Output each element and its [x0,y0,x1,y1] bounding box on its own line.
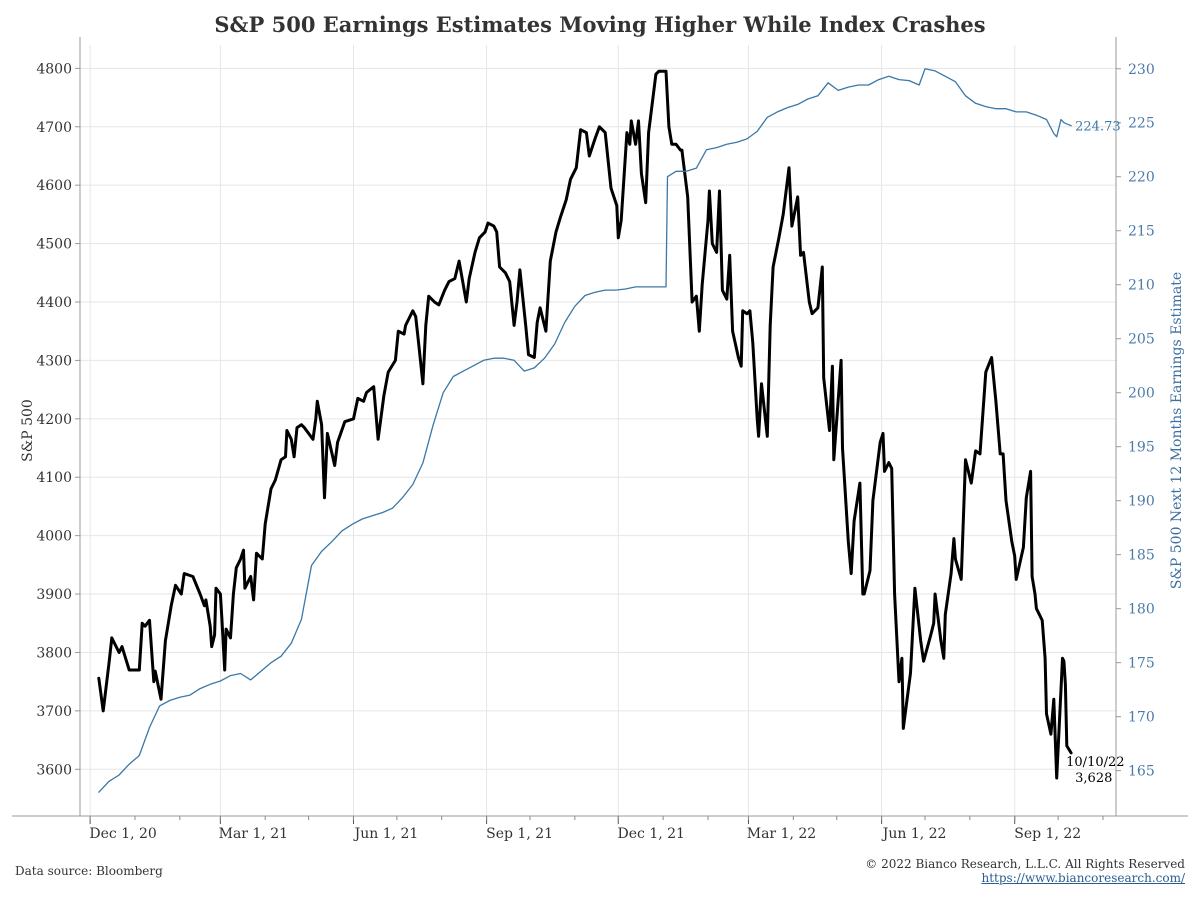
y-tick-label: 4300 [36,353,72,369]
copyright-text: © 2022 Bianco Research, L.L.C. All Right… [865,857,1185,871]
series-lines [97,68,1073,793]
y2-tick-label: 205 [1128,332,1155,348]
x-tick-label: Mar 1, 21 [219,826,288,842]
website-link[interactable]: https://www.biancoresearch.com/ [981,871,1185,885]
spx-end-value-label: 3,628 [1075,771,1112,786]
y2-tick-label: 195 [1128,440,1155,456]
data-source-note: Data source: Bloomberg [15,864,163,878]
x-tick-label: Dec 1, 20 [89,826,156,842]
x-tick-label: Jun 1, 22 [881,826,947,842]
y-tick-label: 4600 [36,178,72,194]
labels: 10/10/223,628 224.73 [1066,120,1124,786]
axes: 3600 3700 3800 3900 4000 4100 4200 4300 4400 4500… [12,37,1188,842]
x-tick-label: Sep 1, 21 [486,826,553,842]
y-tick-label: 3600 [36,762,72,778]
y-tick-label: 3800 [36,645,72,661]
chart-title: S&P 500 Earnings Estimates Moving Higher… [214,12,986,37]
y2-tick-label: 180 [1128,602,1155,618]
copyright-block: © 2022 Bianco Research, L.L.C. All Right… [865,857,1185,885]
y2-axis-title: S&P 500 Next 12 Months Earnings Estimate [1169,272,1185,589]
y2-tick-label: 215 [1128,224,1155,240]
spx-index-line [97,69,1073,780]
y2-tick-label: 165 [1128,764,1155,780]
x-tick-label: Dec 1, 21 [618,826,685,842]
y-tick-label: 3700 [36,704,72,720]
y2-tick-label: 225 [1128,116,1155,132]
y-tick-label: 4200 [36,412,72,428]
y2-tick-label: 170 [1128,710,1155,726]
y2-tick-label: 175 [1128,656,1155,672]
y-axis-title: S&P 500 [20,399,36,462]
y2-tick-label: 220 [1128,170,1155,186]
y2-tick-label: 230 [1128,62,1155,78]
x-tick-label: Sep 1, 22 [1014,826,1081,842]
y2-tick-label: 185 [1128,548,1155,564]
x-tick-label: Jun 1, 21 [353,826,419,842]
y-tick-label: 3900 [36,587,72,603]
eps-estimate-line [98,68,1072,793]
spx-end-date-label: 10/10/22 [1066,755,1124,770]
y2-tick-label: 210 [1128,278,1155,294]
y-tick-label: 4800 [36,61,72,77]
y-tick-label: 4100 [36,470,72,486]
eps-end-value-label: 224.73 [1075,120,1121,135]
y-tick-label: 4000 [36,529,72,545]
y-tick-label: 4500 [36,237,72,253]
x-tick-label: Mar 1, 22 [747,826,816,842]
gridlines [80,45,1116,816]
y2-tick-label: 200 [1128,386,1155,402]
y2-tick-label: 190 [1128,494,1155,510]
y-tick-label: 4700 [36,120,72,136]
y-tick-label: 4400 [36,295,72,311]
